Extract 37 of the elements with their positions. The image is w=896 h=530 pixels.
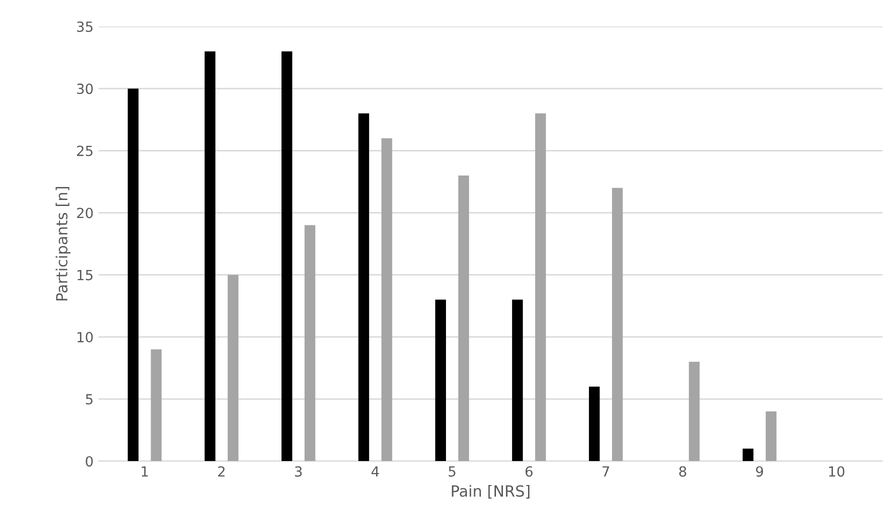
x-axis-title: Pain [NRS] [452, 484, 530, 499]
y-tick-label: 15 [78, 270, 92, 280]
bar [150, 349, 162, 462]
x-tick-label: 1 [142, 466, 148, 477]
bar [742, 448, 754, 462]
x-tick-label: 4 [372, 466, 379, 477]
y-tick-label: 5 [86, 394, 92, 404]
bar [381, 138, 392, 462]
x-tick-label: 6 [526, 466, 533, 477]
y-tick-label: 25 [77, 146, 92, 156]
bar [435, 300, 446, 462]
bar [304, 225, 316, 462]
bar [128, 88, 139, 462]
x-tick-label: 9 [756, 466, 764, 477]
x-tick-label: 10 [829, 466, 844, 477]
bar [281, 51, 292, 462]
bar [358, 113, 370, 462]
x-tick-label: 3 [295, 466, 302, 477]
bar [535, 113, 546, 462]
x-tick-label: 7 [602, 466, 610, 477]
y-tick-label: 30 [77, 84, 93, 94]
bar [204, 51, 216, 462]
x-tick-label: 2 [218, 466, 225, 477]
y-tick-label: 35 [77, 21, 92, 32]
x-tick-label: 8 [679, 466, 686, 477]
x-tick-label: 5 [448, 466, 456, 477]
bar [766, 411, 776, 462]
bar [588, 386, 600, 462]
y-tick-label: 0 [86, 456, 93, 467]
bar [512, 300, 523, 462]
bar [228, 274, 238, 462]
bar [688, 362, 700, 462]
y-tick-label: 20 [77, 208, 93, 218]
bar [458, 176, 470, 462]
bar [612, 188, 623, 462]
y-tick-label: 10 [78, 332, 93, 342]
y-axis-title: Participants [n] [56, 187, 70, 300]
